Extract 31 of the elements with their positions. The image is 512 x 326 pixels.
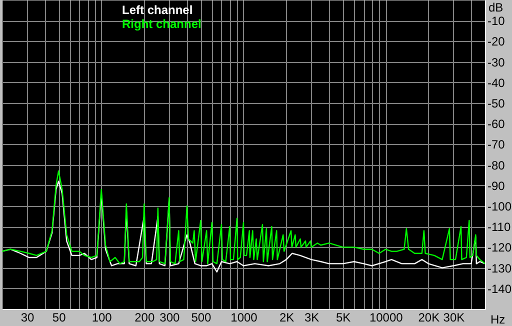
- y-tick-label: -30: [488, 55, 506, 70]
- x-tick-label: 2K: [279, 310, 294, 324]
- x-tick-label: 30: [20, 310, 35, 324]
- x-tick-label: 5K: [336, 310, 351, 324]
- x-tick-label: 500: [191, 310, 212, 324]
- y-tick-label: -20: [488, 34, 506, 49]
- y-tick-label: -90: [488, 178, 506, 193]
- x-tick-label: 3K: [304, 310, 320, 324]
- x-tick-label: 10000: [369, 310, 404, 324]
- y-tick-label: -60: [488, 117, 506, 132]
- x-tick-label: 1000: [230, 310, 258, 324]
- y-tick-label: -110: [488, 220, 511, 234]
- x-tick-label: 100: [92, 310, 112, 324]
- x-tick-label: 200: [134, 310, 155, 324]
- y-tick-label: -40: [488, 76, 506, 90]
- x-tick-label: 30K: [443, 310, 465, 324]
- y-tick-label: -70: [488, 138, 506, 152]
- y-tick-label: -10: [488, 14, 506, 28]
- x-tick-label: 20K: [418, 310, 440, 324]
- x-tick-label: 300: [160, 310, 180, 324]
- y-tick-label: -130: [488, 261, 512, 276]
- y-tick-label: -120: [488, 240, 512, 255]
- y-tick-label: -80: [488, 158, 506, 172]
- x-axis-title: Hz: [490, 312, 506, 326]
- y-tick-label: -50: [488, 96, 506, 110]
- text: Left channel: [122, 3, 193, 17]
- y-axis-title: dB: [488, 0, 504, 14]
- y-tick-label: -140: [488, 282, 512, 296]
- text: Right channel: [122, 17, 202, 31]
- y-tick-label: -100: [488, 200, 512, 214]
- x-tick-label: 50: [52, 310, 66, 324]
